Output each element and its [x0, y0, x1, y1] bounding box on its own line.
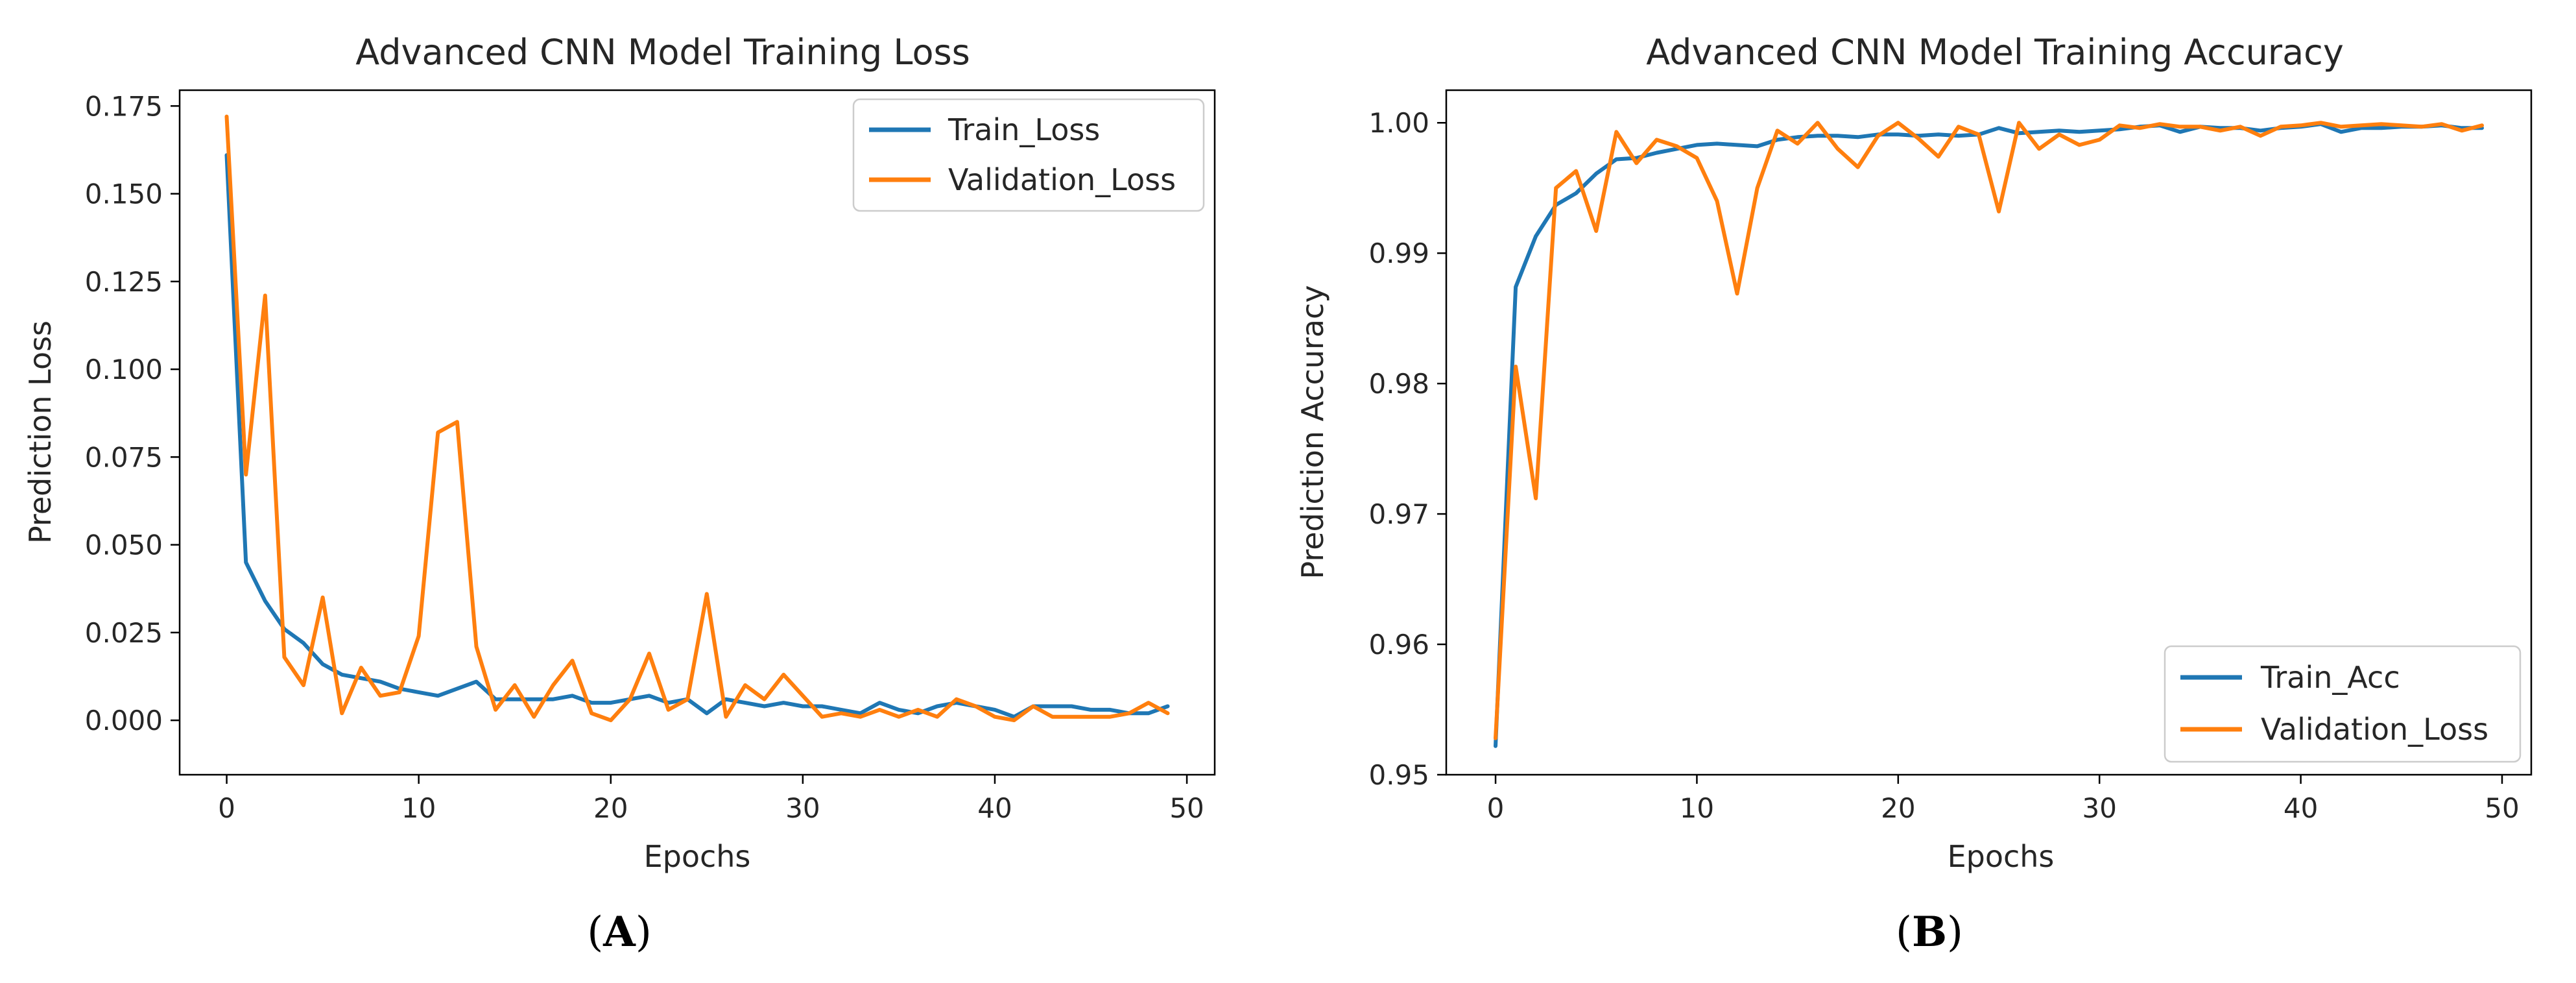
- accuracy-x-tick-label: 20: [1881, 792, 1915, 824]
- accuracy-legend-label-validation: Validation_Loss: [2261, 712, 2488, 747]
- accuracy-y-tick-label: 0.95: [1368, 759, 1429, 791]
- loss-y-tick-label: 0.175: [85, 90, 163, 122]
- loss-y-tick-label: 0.100: [85, 354, 163, 385]
- accuracy-x-tick-label: 40: [2284, 792, 2318, 824]
- accuracy-chart: Advanced CNN Model Training Accuracy 0.9…: [1295, 32, 2533, 956]
- accuracy-x-axis-label: Epochs: [1948, 839, 2055, 874]
- loss-y-axis-label: Prediction Loss: [23, 321, 58, 544]
- accuracy-legend-box: [2164, 645, 2522, 763]
- accuracy-y-tick-label: 0.96: [1368, 629, 1429, 661]
- loss-series-line-validation: [224, 114, 1170, 723]
- accuracy-series-line-validation: [1494, 121, 2484, 740]
- loss-legend-box: [852, 98, 1205, 212]
- accuracy-series-lines: [1494, 121, 2484, 748]
- accuracy-y-tick-label: 0.99: [1368, 237, 1429, 269]
- loss-y-tick-label: 0.125: [85, 266, 163, 298]
- loss-chart-title: Advanced CNN Model Training Loss: [355, 32, 970, 73]
- loss-chart: Advanced CNN Model Training Loss 0.0000.…: [23, 32, 1216, 956]
- panel-label-b: (B): [1896, 908, 1963, 956]
- loss-series-line-train: [224, 153, 1170, 719]
- loss-x-tick-label: 20: [593, 792, 628, 824]
- loss-x-tick-label: 10: [401, 792, 436, 824]
- accuracy-y-axis: 0.95 0.96 0.97 0.98 0.99 1.00: [1368, 107, 1446, 791]
- loss-x-tick-label: 30: [785, 792, 820, 824]
- loss-legend: Train_Loss Validation_Loss: [852, 98, 1205, 212]
- accuracy-chart-title: Advanced CNN Model Training Accuracy: [1646, 32, 2344, 73]
- accuracy-x-axis: 0 10 20 30 40 50: [1487, 775, 2520, 824]
- accuracy-y-tick-label: 0.98: [1368, 368, 1429, 400]
- loss-y-tick-label: 0.025: [85, 617, 163, 649]
- loss-series-lines: [224, 114, 1170, 723]
- loss-x-tick-label: 40: [977, 792, 1012, 824]
- accuracy-y-tick-label: 0.97: [1368, 498, 1429, 530]
- loss-y-tick-label: 0.075: [85, 441, 163, 473]
- loss-legend-label-validation: Validation_Loss: [948, 162, 1176, 197]
- loss-y-tick-label: 0.050: [85, 529, 163, 561]
- accuracy-x-tick-label: 10: [1680, 792, 1714, 824]
- accuracy-y-tick-label: 1.00: [1368, 107, 1429, 139]
- accuracy-x-tick-label: 0: [1487, 792, 1505, 824]
- loss-x-axis: 0 10 20 30 40 50: [218, 775, 1204, 824]
- loss-legend-label-train: Train_Loss: [948, 112, 1100, 147]
- loss-y-axis: 0.000 0.025 0.050 0.075 0.100 0.125 0.150 0.175: [85, 90, 180, 736]
- accuracy-plot-frame: [1445, 89, 2533, 776]
- accuracy-legend-label-train: Train_Acc: [2260, 660, 2400, 695]
- accuracy-x-tick-label: 30: [2082, 792, 2116, 824]
- loss-y-tick-label: 0.000: [85, 705, 163, 736]
- accuracy-legend: Train_Acc Validation_Loss: [2164, 645, 2522, 763]
- loss-x-axis-label: Epochs: [644, 839, 751, 874]
- loss-x-tick-label: 0: [218, 792, 235, 824]
- loss-y-tick-label: 0.150: [85, 178, 163, 210]
- accuracy-x-tick-label: 50: [2485, 792, 2519, 824]
- accuracy-y-axis-label: Prediction Accuracy: [1295, 285, 1330, 579]
- loss-plot-frame: [178, 89, 1216, 776]
- panel-label-a: (A): [587, 908, 652, 956]
- loss-x-tick-label: 50: [1169, 792, 1204, 824]
